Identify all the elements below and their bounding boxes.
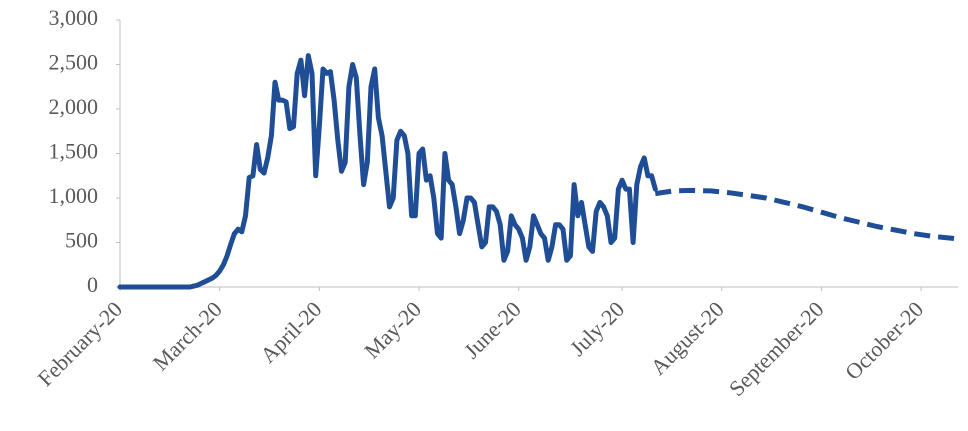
y-tick-label: 500 bbox=[65, 228, 98, 253]
x-tick-label: June-20 bbox=[459, 296, 526, 363]
series-line bbox=[117, 53, 658, 290]
x-tick-label: August-20 bbox=[645, 296, 728, 379]
x-tick-label: May-20 bbox=[359, 296, 426, 363]
x-tick-label: February-20 bbox=[33, 296, 128, 391]
y-tick-label: 1,000 bbox=[49, 183, 99, 208]
y-tick-label: 0 bbox=[87, 272, 98, 297]
x-tick-label: July-20 bbox=[565, 296, 629, 360]
x-tick-label: October-20 bbox=[840, 296, 928, 384]
x-tick-label: September-20 bbox=[724, 296, 829, 401]
y-tick-label: 1,500 bbox=[49, 139, 99, 164]
x-tick-label: April-20 bbox=[255, 296, 326, 367]
y-tick-label: 2,500 bbox=[49, 50, 99, 75]
x-tick-label: March-20 bbox=[148, 296, 227, 375]
series-line bbox=[654, 187, 959, 242]
y-tick-label: 3,000 bbox=[49, 5, 99, 30]
y-tick-label: 2,000 bbox=[49, 94, 99, 119]
